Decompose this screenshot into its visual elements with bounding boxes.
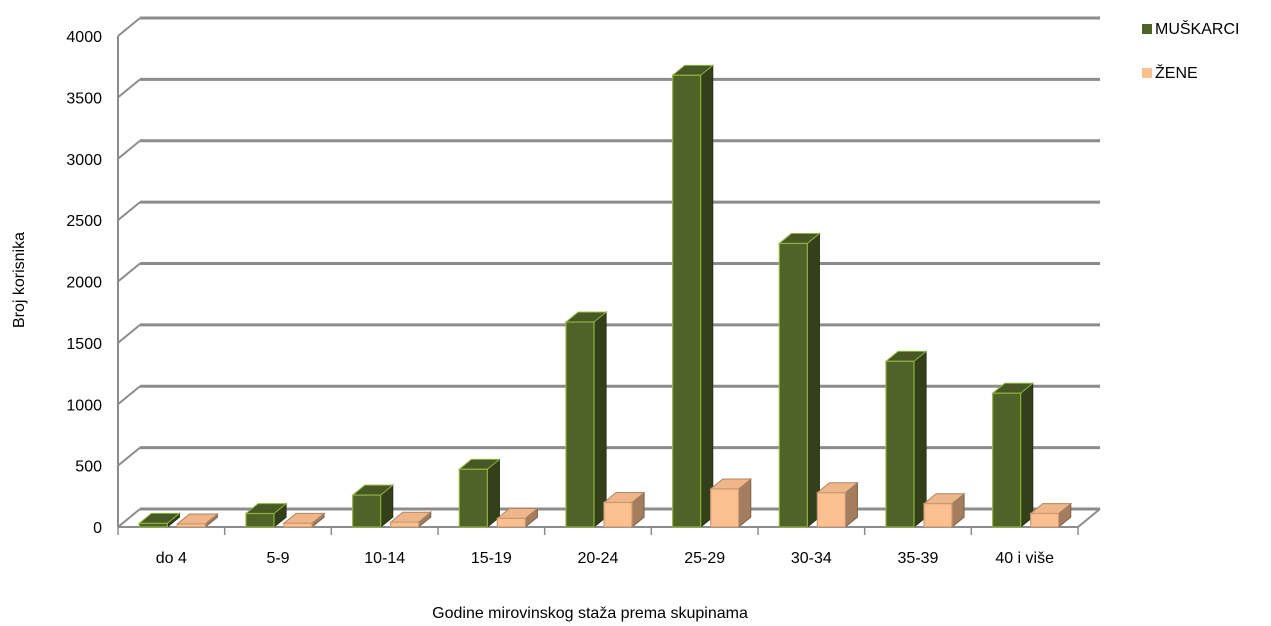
bar-front: [176, 523, 206, 528]
x-tick-labels: do 4 5-9 10-14 15-19 20-24 25-29 30-34 35-39 40 …: [156, 550, 1054, 567]
gridline-side: [117, 385, 141, 406]
y-tick-label: 3500: [66, 90, 102, 107]
bar: [1029, 502, 1073, 529]
x-tick-label: 15-19: [471, 550, 512, 567]
bar-front: [992, 392, 1022, 528]
bar: [351, 484, 395, 529]
legend-label: MUŠKARCI: [1155, 19, 1239, 38]
bar-front: [283, 522, 313, 528]
bar-front: [138, 522, 168, 528]
x-tick-label: 25-29: [684, 550, 725, 567]
gridline-side: [117, 201, 141, 221]
bar: [884, 350, 928, 529]
bar-front: [352, 494, 382, 528]
legend-label: ŽENE: [1155, 63, 1198, 82]
bar-front: [672, 74, 702, 528]
axes: [117, 36, 1101, 535]
x-tick-label: 20-24: [578, 550, 619, 567]
bar-front: [778, 242, 808, 528]
gridline-side: [117, 262, 141, 283]
y-tick-labels: 0 500 1000 1500 2000 2500 3000 3500 4000: [66, 29, 102, 537]
x-tick-label: do 4: [156, 550, 187, 567]
y-tick-label: 2000: [66, 275, 102, 292]
gridline-side: [117, 446, 141, 467]
bar-side: [593, 311, 607, 529]
bar-side: [913, 350, 927, 529]
bar-front: [390, 521, 420, 528]
y-tick-label: 0: [93, 520, 102, 537]
x-tick-label: 40 i više: [995, 550, 1054, 567]
bar-side: [486, 458, 500, 529]
x-tick-label: 35-39: [898, 550, 939, 567]
bar-side: [1020, 382, 1034, 529]
bar-side: [806, 232, 820, 529]
gridline-side: [117, 17, 141, 37]
x-tick-label: 10-14: [364, 550, 405, 567]
bar-front: [923, 503, 953, 528]
bar-side: [700, 64, 714, 529]
bar: [922, 492, 966, 529]
x-tick-label: 30-34: [791, 550, 832, 567]
legend-swatch: [1142, 68, 1152, 78]
y-tick-label: 1000: [66, 397, 102, 414]
bar: [671, 64, 715, 529]
y-axis-label: Broj korisnika: [11, 232, 28, 328]
bar: [175, 512, 219, 529]
bar: [137, 512, 181, 529]
bar-front: [816, 492, 846, 528]
bar-front: [245, 512, 275, 528]
gridline-side: [117, 139, 141, 160]
y-tick-label: 2500: [66, 213, 102, 230]
gridline-side: [117, 508, 141, 528]
bar-front: [565, 321, 595, 528]
bar: [495, 507, 539, 529]
bar: [815, 481, 859, 529]
bar: [602, 491, 646, 529]
bar: [244, 502, 288, 529]
bar: [389, 511, 433, 529]
y-tick-label: 4000: [66, 29, 102, 46]
y-tick-label: 1500: [66, 336, 102, 353]
gridline-side: [117, 78, 141, 99]
y-tick-label: 500: [75, 459, 102, 476]
bar-front: [603, 501, 633, 528]
legend: MUŠKARCI ŽENE: [1142, 19, 1239, 82]
bar: [709, 477, 753, 529]
bar-front: [885, 360, 915, 528]
bar-front: [458, 468, 488, 528]
x-axis-label: Godine mirovinskog staža prema skupinama: [432, 605, 748, 622]
legend-swatch: [1142, 24, 1152, 34]
bar: [991, 382, 1035, 529]
bar: [282, 512, 326, 529]
gridlines: [117, 16, 1100, 528]
bar-front: [496, 517, 526, 528]
gridline-side: [117, 324, 141, 344]
y-tick-label: 3000: [66, 152, 102, 169]
x-tick-label: 5-9: [266, 550, 289, 567]
bars: [137, 64, 1073, 529]
bar-front: [1030, 512, 1060, 528]
bar-front: [710, 488, 740, 528]
bar: [564, 311, 608, 529]
bar: [777, 232, 821, 529]
bar: [457, 458, 501, 529]
